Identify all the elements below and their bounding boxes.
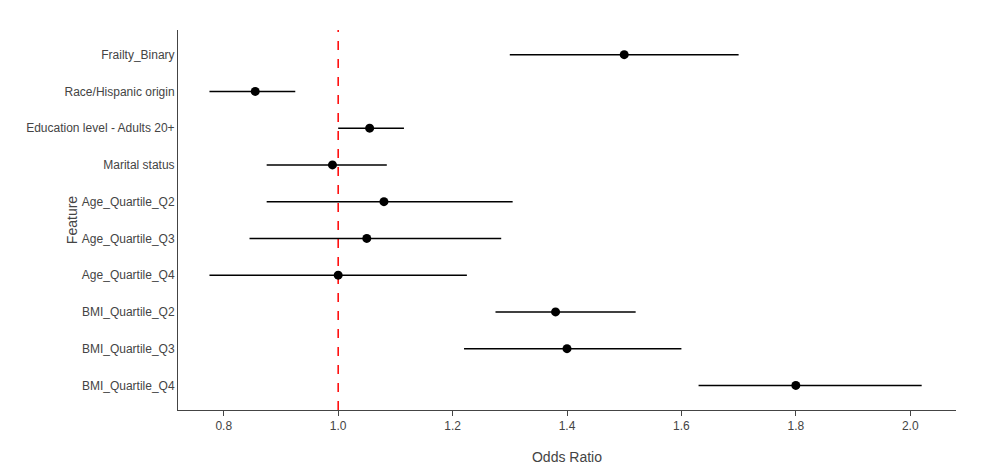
svg-text:1.0: 1.0 <box>330 419 347 433</box>
svg-text:Feature: Feature <box>64 196 80 244</box>
svg-text:Odds Ratio: Odds Ratio <box>532 449 602 465</box>
svg-text:2.0: 2.0 <box>902 419 919 433</box>
svg-text:1.6: 1.6 <box>673 419 690 433</box>
svg-text:Age_Quartile_Q4: Age_Quartile_Q4 <box>82 268 175 282</box>
svg-text:Age_Quartile_Q3: Age_Quartile_Q3 <box>82 232 175 246</box>
svg-text:Age_Quartile_Q2: Age_Quartile_Q2 <box>82 195 175 209</box>
svg-text:1.4: 1.4 <box>559 419 576 433</box>
svg-text:BMI_Quartile_Q2: BMI_Quartile_Q2 <box>82 305 175 319</box>
svg-text:Marital status: Marital status <box>103 158 174 172</box>
svg-text:1.2: 1.2 <box>444 419 461 433</box>
svg-text:Race/Hispanic origin: Race/Hispanic origin <box>65 85 175 99</box>
svg-text:BMI_Quartile_Q4: BMI_Quartile_Q4 <box>82 379 175 393</box>
svg-text:Education level - Adults 20+: Education level - Adults 20+ <box>26 121 174 135</box>
svg-text:Frailty_Binary: Frailty_Binary <box>101 48 174 62</box>
svg-text:BMI_Quartile_Q3: BMI_Quartile_Q3 <box>82 342 175 356</box>
svg-text:1.8: 1.8 <box>787 419 804 433</box>
svg-text:0.8: 0.8 <box>215 419 232 433</box>
